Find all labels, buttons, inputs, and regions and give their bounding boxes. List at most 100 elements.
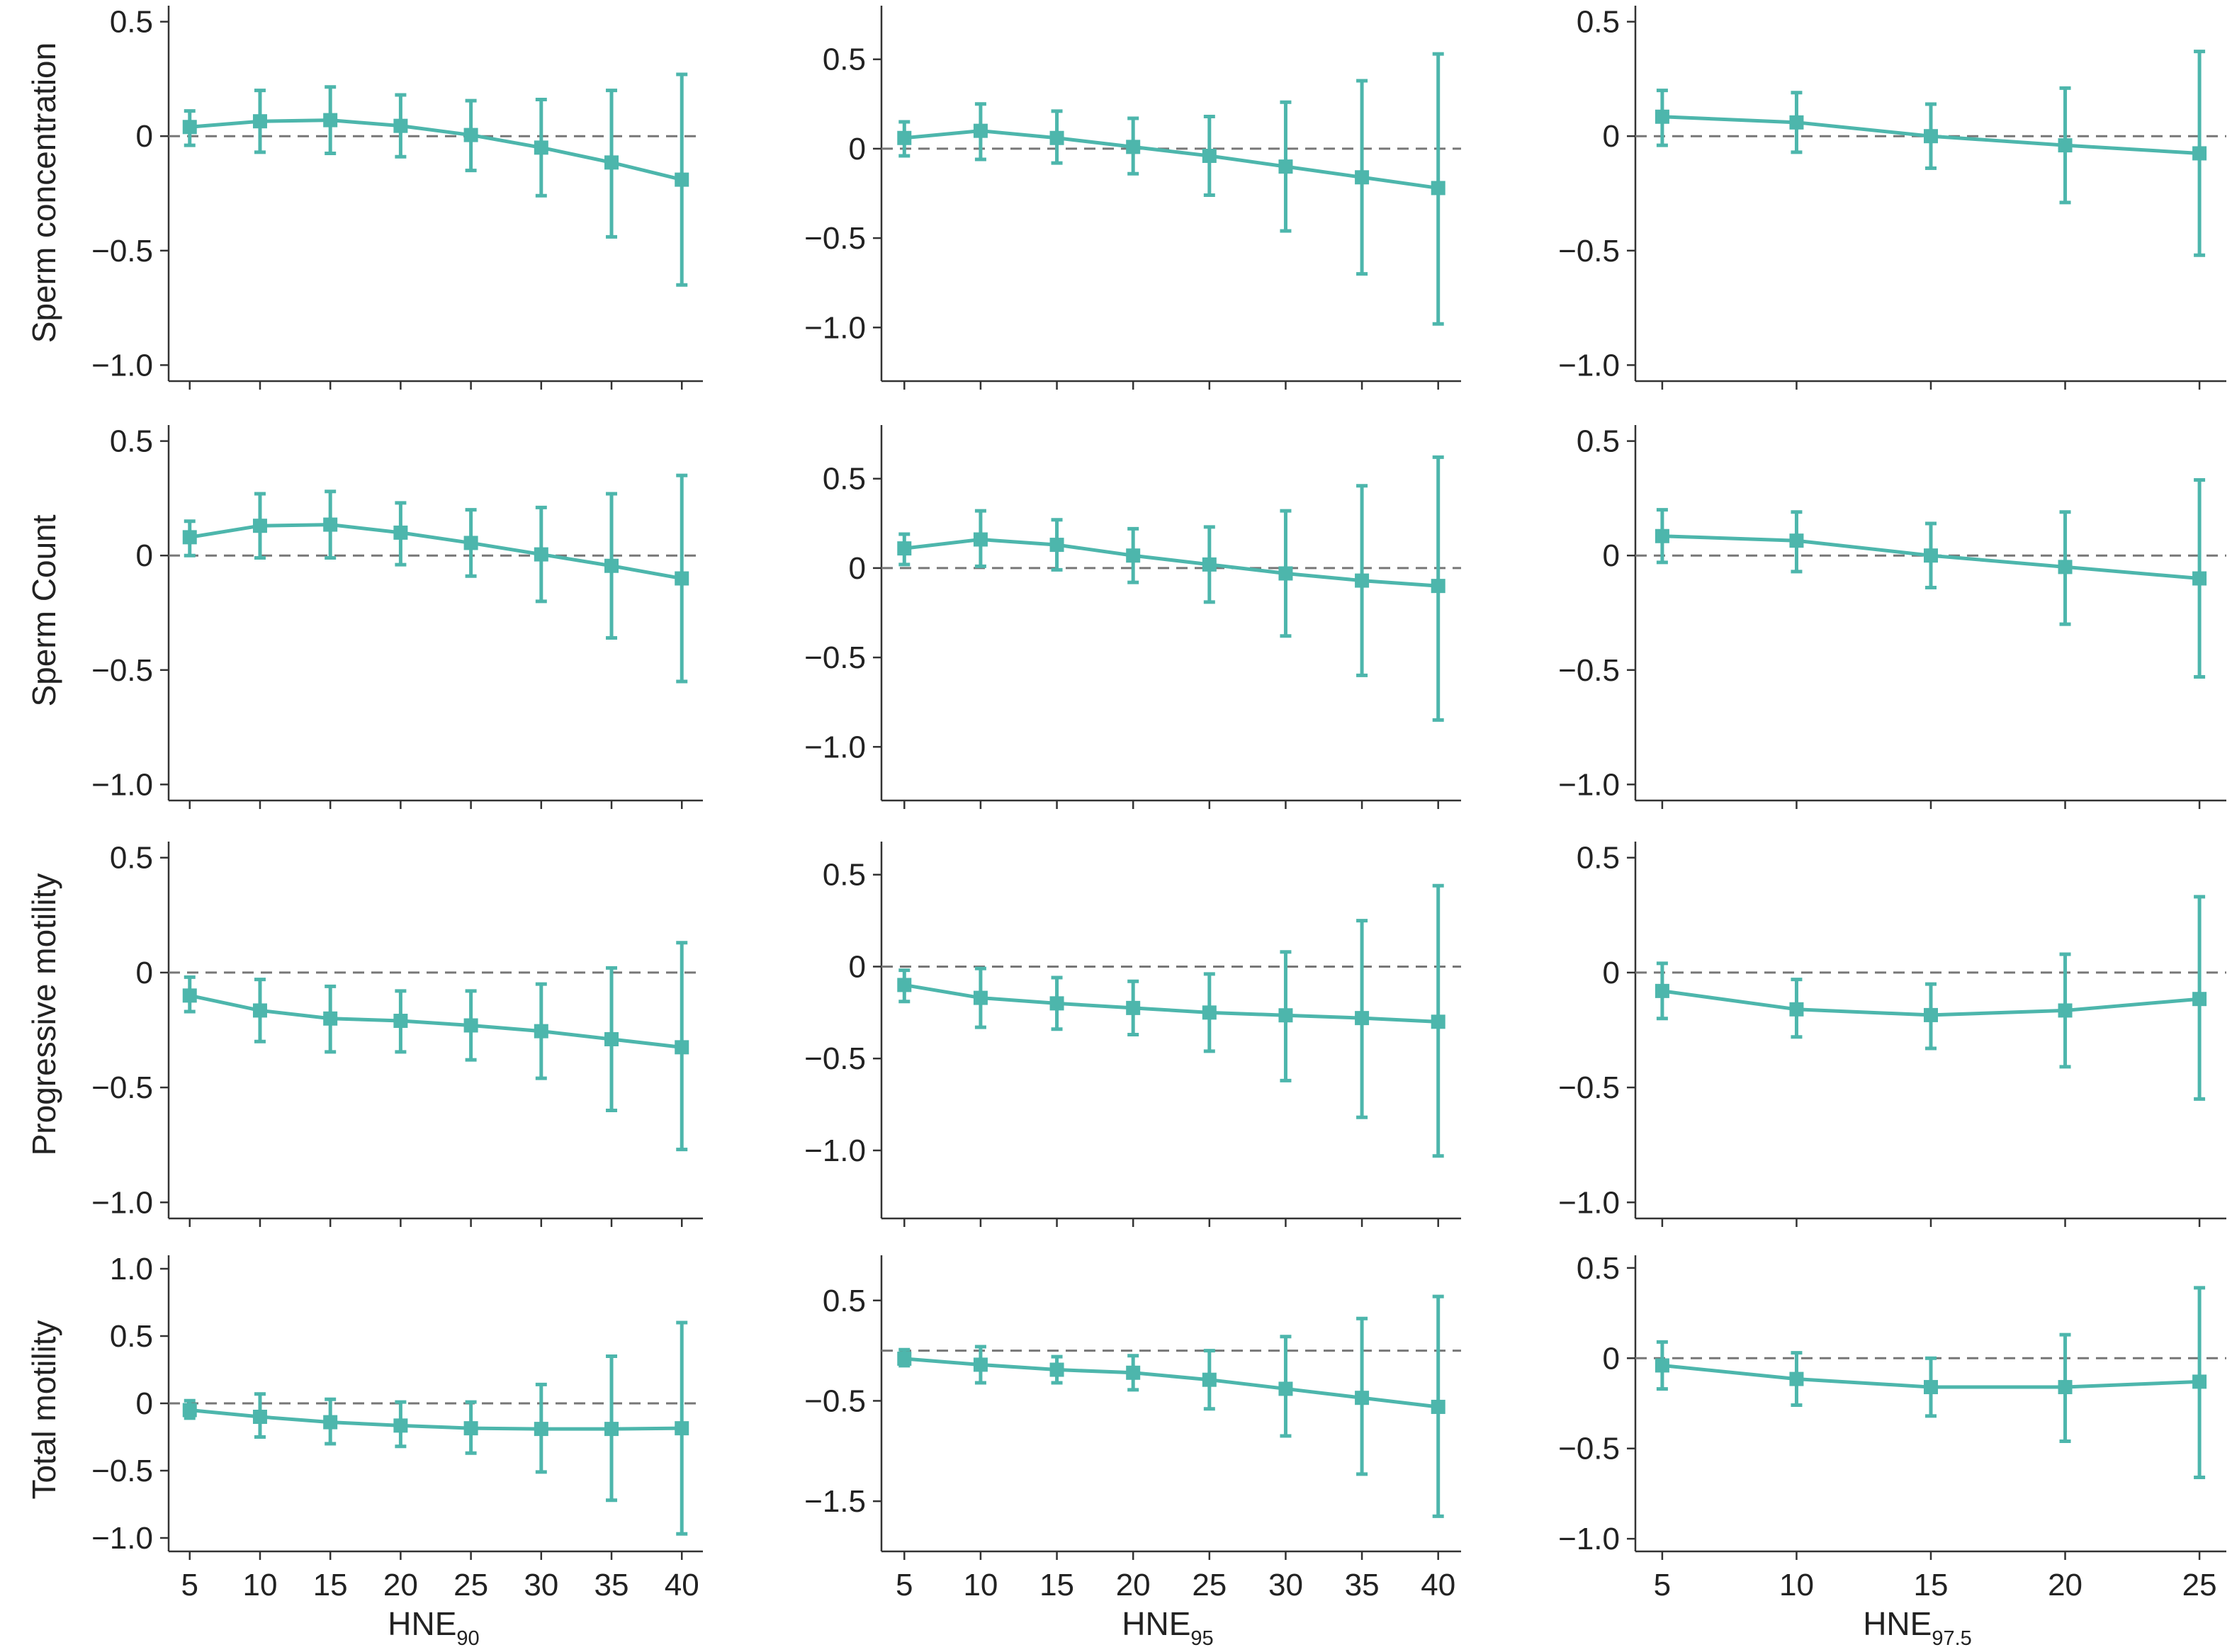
y-tick-label: −1.0 (91, 348, 153, 383)
x-tick-label: 5 (1654, 1568, 1671, 1602)
data-point (1202, 1005, 1217, 1020)
data-point (393, 1014, 408, 1029)
x-tick-label: 5 (181, 1568, 198, 1602)
x-tick-label: 10 (963, 1568, 998, 1602)
data-point (1789, 1002, 1804, 1017)
data-point (393, 1418, 408, 1433)
data-point (463, 128, 478, 142)
data-point (1924, 1007, 1938, 1022)
y-tick-label: −1.0 (804, 730, 866, 764)
data-point (1049, 538, 1064, 553)
x-tick-label: 20 (1116, 1568, 1151, 1602)
data-point (393, 118, 408, 133)
x-axis-label-hne90: HNE90 (388, 1605, 479, 1650)
x-axis-label-hne95-main: HNE (1122, 1605, 1190, 1642)
series-line (189, 118, 682, 182)
row-label-sperm-concentration: Sperm concentration (26, 43, 62, 343)
y-tick-label: −1.0 (1558, 1522, 1620, 1556)
data-point (1126, 548, 1141, 563)
data-point (393, 525, 408, 540)
data-point (897, 978, 912, 992)
data-point (1431, 1399, 1445, 1414)
data-point (463, 1421, 478, 1436)
data-point (323, 517, 338, 532)
data-point (1278, 1381, 1293, 1396)
data-point (1202, 557, 1217, 572)
data-point (1655, 1358, 1669, 1373)
row-label-progressive-motility: Progressive motility (26, 873, 62, 1156)
data-point (2058, 560, 2073, 575)
y-tick-label: −0.5 (91, 1454, 153, 1488)
y-tick-label: −0.5 (1558, 653, 1620, 688)
y-tick-label: 1.0 (110, 1252, 153, 1286)
panel-r2-c0: 0.5 0 −0.5 −1.0 (91, 841, 703, 1227)
data-point (323, 1415, 338, 1430)
x-tick-label: 25 (2182, 1568, 2217, 1602)
y-tick-label: −1.0 (804, 1133, 866, 1168)
data-point (323, 113, 338, 128)
data-point (1924, 1380, 1938, 1395)
data-point (1431, 579, 1445, 594)
y-tick-label: −0.5 (1558, 1070, 1620, 1105)
data-point (534, 547, 548, 562)
y-tick-label: 0.5 (1577, 841, 1620, 876)
y-tick-label: −1.0 (804, 310, 866, 345)
data-point (1049, 996, 1064, 1011)
data-point (1789, 533, 1804, 548)
y-tick-label: −1.5 (804, 1484, 866, 1519)
y-tick-label: 0 (849, 949, 866, 984)
y-tick-label: 0.5 (823, 43, 866, 77)
y-tick-label: 0.5 (823, 1284, 866, 1318)
data-point (1655, 528, 1669, 543)
y-tick-label: −1.0 (1558, 1185, 1620, 1220)
x-axis-label-hne90-main: HNE (388, 1605, 456, 1642)
y-tick-label: −0.5 (1558, 1432, 1620, 1466)
data-point (252, 519, 267, 533)
data-point (1431, 1014, 1445, 1029)
data-point (675, 1040, 689, 1055)
x-tick-label: 15 (1039, 1568, 1074, 1602)
x-axis-label-hne90-sub: 90 (456, 1627, 479, 1650)
panel-r2-c2: 0.5 0 −0.5 −1.0 (1558, 841, 2226, 1227)
y-tick-label: −0.5 (91, 234, 153, 268)
x-tick-label: 10 (1779, 1568, 1814, 1602)
data-point (323, 1011, 338, 1026)
data-point (463, 1018, 478, 1033)
y-tick-label: 0.5 (110, 424, 153, 459)
data-point (2192, 571, 2207, 586)
y-tick-label: 0 (136, 956, 153, 990)
y-tick-label: −1.0 (1558, 767, 1620, 802)
data-point (604, 1031, 619, 1046)
x-axis-label-hne97-5-main: HNE (1863, 1605, 1932, 1642)
data-point (1355, 170, 1370, 185)
y-tick-label: −0.5 (91, 1070, 153, 1105)
series-line (903, 538, 1438, 588)
data-point (252, 1410, 267, 1424)
x-axis-label-hne95: HNE95 (1122, 1605, 1213, 1650)
y-tick-label: −1.0 (1558, 348, 1620, 383)
data-point (1126, 140, 1141, 154)
row-label-total-motility: Total motility (26, 1320, 62, 1499)
data-point (1789, 1371, 1804, 1386)
x-axis-label-hne95-sub: 95 (1190, 1627, 1213, 1650)
x-tick-label: 25 (453, 1568, 488, 1602)
data-point (182, 988, 197, 1003)
series-line (904, 129, 1439, 190)
panel-r3-c0: 1.0 0.5 0 −0.5 −1.0 5 10 15 20 25 30 35 40 (91, 1252, 703, 1602)
data-point (182, 1403, 197, 1418)
panel-r3-c1: 0.5 −0.5 −1.5 5 10 15 20 25 30 35 40 (804, 1255, 1461, 1602)
x-tick-label: 10 (242, 1568, 277, 1602)
y-tick-label: 0.5 (823, 462, 866, 497)
data-point (973, 1357, 988, 1372)
y-tick-label: 0.5 (110, 5, 153, 40)
y-tick-label: 0 (136, 1386, 153, 1421)
data-point (2058, 1380, 2073, 1395)
data-point (2192, 992, 2207, 1007)
y-tick-label: 0.5 (110, 1319, 153, 1354)
data-point (2192, 1374, 2207, 1389)
data-point (1126, 1365, 1141, 1380)
data-point (2058, 138, 2073, 153)
y-tick-label: −1.0 (91, 1185, 153, 1220)
x-axis-label-hne97-5: HNE97.5 (1863, 1605, 1972, 1650)
data-point (534, 140, 548, 155)
